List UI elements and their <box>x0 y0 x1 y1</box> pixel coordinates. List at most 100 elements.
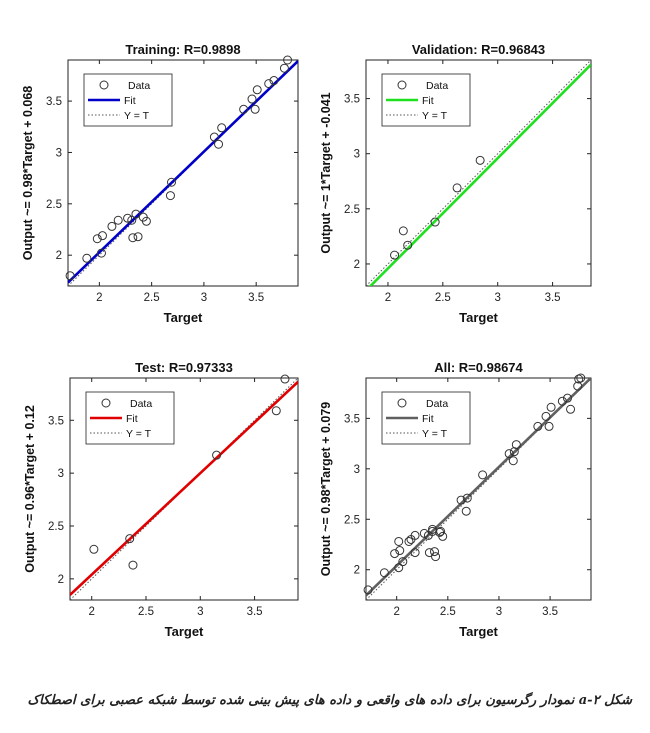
data-point <box>398 557 408 567</box>
y-axis-label: Output ~= 0.96*Target + 0.12 <box>23 405 37 573</box>
data-point <box>541 411 551 421</box>
data-point <box>92 234 102 244</box>
x-tick-label: 2.5 <box>144 292 160 304</box>
x-axis-label: Target <box>459 624 498 639</box>
data-point <box>410 530 420 540</box>
legend-label-data: Data <box>426 80 448 92</box>
chart-title: All: R=0.98674 <box>434 360 523 375</box>
legend-label-data: Data <box>128 80 150 92</box>
data-point <box>128 560 138 570</box>
data-point <box>214 139 224 149</box>
legend-label-data: Data <box>426 398 448 410</box>
data-point <box>431 552 441 562</box>
chart-test: 2 2.5 3 3.5 2 2.5 3 3.5 Test: R=0.97333 Target Out… <box>23 360 299 639</box>
data-point <box>107 221 117 231</box>
legend: Data Fit Y = T <box>85 391 175 445</box>
y-tick-label: 2.5 <box>344 204 360 216</box>
data-point <box>125 534 135 544</box>
data-point <box>398 226 408 236</box>
y-tick-label: 3.5 <box>48 415 64 427</box>
y-tick-label: 2 <box>56 250 62 262</box>
fit-line <box>68 60 298 284</box>
data-point <box>576 373 586 383</box>
x-tick-label: 3.5 <box>248 292 264 304</box>
y-axis-label: Output ~= 1*Target + -0.041 <box>319 92 333 253</box>
data-point <box>438 531 448 541</box>
data-point <box>65 271 75 281</box>
data-point <box>165 191 175 201</box>
y-tick-label: 2 <box>354 565 360 577</box>
data-point <box>419 528 429 538</box>
y-tick-label: 2 <box>58 574 64 586</box>
data-point <box>430 547 440 557</box>
data-point <box>133 232 143 242</box>
y-tick-label: 3.5 <box>344 94 360 106</box>
data-point <box>141 216 151 226</box>
data-point <box>394 563 404 573</box>
data-point <box>98 231 107 241</box>
data-point <box>209 132 219 142</box>
data-point <box>128 233 138 243</box>
data-point <box>123 213 133 223</box>
data-point <box>89 544 99 554</box>
legend-label-fit: Fit <box>422 95 434 107</box>
y-tick-label: 3.5 <box>344 413 360 425</box>
data-point <box>573 381 583 391</box>
chart-validation: 2 2.5 3 3.5 2 2.5 3 3.5 Validation: R=0.96843 Tar… <box>319 42 592 325</box>
x-tick-label: 2 <box>89 606 95 618</box>
data-point <box>436 526 446 536</box>
data-point <box>283 55 293 65</box>
data-point <box>395 546 405 556</box>
y-axis-label: Output ~= 0.98*Target + 0.068 <box>21 86 35 261</box>
data-point <box>217 123 227 133</box>
legend-label-data: Data <box>130 398 152 410</box>
legend-marker-data <box>397 80 407 90</box>
x-tick-label: 2 <box>96 292 102 304</box>
data-point <box>363 585 373 595</box>
data-point <box>264 79 274 89</box>
x-tick-label: 3 <box>496 606 502 618</box>
legend-marker-data <box>397 398 407 408</box>
data-point <box>82 253 92 263</box>
data-point <box>557 396 567 406</box>
data-point <box>546 402 556 412</box>
chart-title: Validation: R=0.96843 <box>412 42 545 57</box>
x-axis-label: Target <box>165 624 204 639</box>
data-point <box>475 155 485 165</box>
data-point <box>113 215 123 225</box>
data-point <box>504 449 514 459</box>
data-point <box>544 421 554 431</box>
chart-all: 2 2.5 3 3.5 2 2.5 3 3.5 All: R=0.98674 Target Outp… <box>319 360 592 639</box>
legend-label-identity: Y = T <box>422 428 448 440</box>
data-point <box>212 450 222 460</box>
data-point <box>394 536 404 546</box>
data-point <box>279 63 289 73</box>
data-point <box>410 548 420 558</box>
legend: Data Fit Y = T <box>83 73 173 127</box>
legend-label-identity: Y = T <box>124 110 150 122</box>
y-axis-label: Output ~= 0.98*Target + 0.079 <box>319 402 333 577</box>
data-point <box>390 250 400 260</box>
legend-marker-data <box>101 398 111 408</box>
x-tick-label: 2.5 <box>440 606 456 618</box>
y-tick-label: 2.5 <box>46 199 62 211</box>
data-point <box>403 240 413 250</box>
data-point <box>404 536 414 546</box>
x-tick-label: 3 <box>201 292 207 304</box>
data-point <box>250 104 260 114</box>
data-point <box>269 76 279 86</box>
y-tick-label: 3.5 <box>46 96 62 108</box>
fit-line <box>366 378 591 597</box>
legend: Data Fit Y = T <box>381 391 471 445</box>
data-point <box>379 568 389 578</box>
x-tick-label: 3 <box>197 606 203 618</box>
data-point <box>562 393 572 403</box>
x-tick-label: 3.5 <box>247 606 263 618</box>
y-tick-label: 2.5 <box>344 514 360 526</box>
data-point <box>462 493 472 503</box>
data-point <box>430 217 440 227</box>
y-tick-label: 2 <box>354 259 360 271</box>
x-tick-label: 3.5 <box>542 606 558 618</box>
y-tick-label: 3 <box>354 149 360 161</box>
